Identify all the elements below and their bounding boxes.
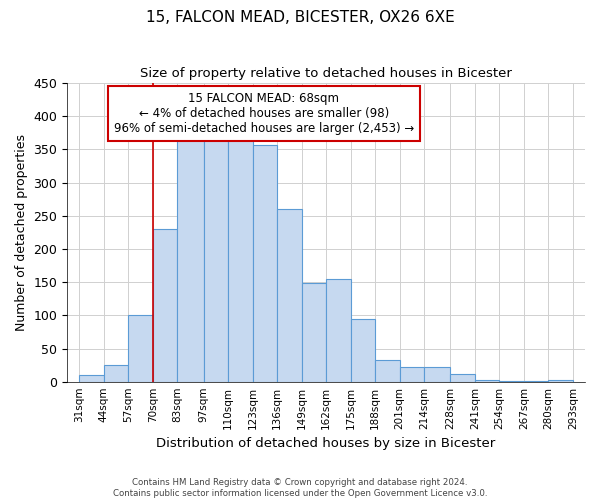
Bar — [400, 367, 424, 382]
Bar — [524, 381, 548, 382]
Title: Size of property relative to detached houses in Bicester: Size of property relative to detached ho… — [140, 68, 512, 80]
Bar — [203, 136, 228, 382]
Bar — [350, 318, 375, 382]
Bar — [104, 365, 128, 382]
X-axis label: Distribution of detached houses by size in Bicester: Distribution of detached houses by size … — [157, 437, 496, 450]
Bar — [499, 381, 524, 382]
Bar — [548, 380, 573, 382]
Bar — [326, 279, 350, 382]
Bar — [228, 135, 253, 382]
Bar — [128, 316, 153, 382]
Y-axis label: Number of detached properties: Number of detached properties — [15, 134, 28, 331]
Bar — [451, 374, 475, 382]
Bar — [302, 284, 326, 382]
Bar — [424, 367, 451, 382]
Bar — [475, 380, 499, 382]
Bar — [375, 360, 400, 382]
Bar — [178, 140, 203, 382]
Bar — [79, 375, 104, 382]
Bar — [253, 145, 277, 382]
Bar — [153, 229, 178, 382]
Text: 15, FALCON MEAD, BICESTER, OX26 6XE: 15, FALCON MEAD, BICESTER, OX26 6XE — [146, 10, 454, 25]
Text: 15 FALCON MEAD: 68sqm
← 4% of detached houses are smaller (98)
96% of semi-detac: 15 FALCON MEAD: 68sqm ← 4% of detached h… — [114, 92, 414, 135]
Bar — [277, 209, 302, 382]
Text: Contains HM Land Registry data © Crown copyright and database right 2024.
Contai: Contains HM Land Registry data © Crown c… — [113, 478, 487, 498]
